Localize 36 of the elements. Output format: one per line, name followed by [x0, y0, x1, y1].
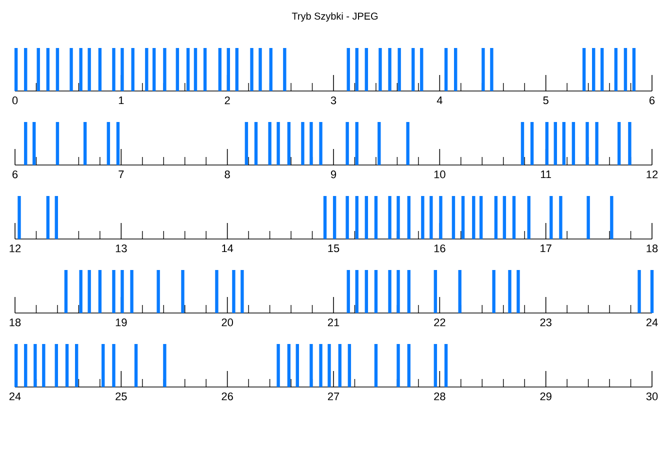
x-tick-label: 24 [9, 392, 21, 400]
x-tick-label: 2 [224, 96, 230, 104]
chart-title: Tryb Szybki - JPEG [292, 12, 378, 22]
x-tick-label: 28 [434, 392, 446, 400]
x-tick-label: 27 [328, 392, 340, 400]
x-tick-label: 7 [118, 170, 124, 178]
x-tick-label: 18 [646, 244, 658, 252]
x-tick-label: 15 [328, 244, 340, 252]
x-tick-label: 12 [646, 170, 658, 178]
x-tick-label: 10 [434, 170, 446, 178]
x-tick-label: 1 [118, 96, 124, 104]
x-tick-label: 11 [540, 170, 551, 178]
x-tick-label: 25 [116, 392, 127, 400]
x-tick-label: 20 [222, 318, 233, 326]
x-tick-label: 23 [540, 318, 552, 326]
x-tick-label: 26 [222, 392, 233, 400]
x-tick-label: 6 [650, 96, 655, 104]
x-tick-label: 22 [434, 318, 446, 326]
x-tick-label: 5 [543, 96, 548, 104]
x-tick-label: 13 [116, 244, 127, 252]
x-tick-label: 24 [646, 318, 658, 326]
x-tick-label: 8 [224, 170, 230, 178]
x-tick-label: 19 [116, 318, 127, 326]
x-tick-label: 3 [330, 96, 336, 104]
x-tick-label: 29 [540, 392, 552, 400]
x-tick-label: 17 [540, 244, 552, 252]
x-tick-label: 14 [222, 244, 234, 252]
x-tick-label: 12 [10, 244, 21, 252]
x-tick-label: 4 [436, 96, 442, 104]
x-tick-label: 18 [10, 318, 21, 326]
x-tick-label: 21 [328, 318, 340, 326]
x-tick-label: 30 [646, 392, 658, 400]
x-tick-label: 6 [12, 170, 18, 178]
x-tick-label: 16 [434, 244, 446, 252]
x-tick-label: 0 [12, 96, 18, 104]
x-tick-label: 9 [330, 170, 336, 178]
